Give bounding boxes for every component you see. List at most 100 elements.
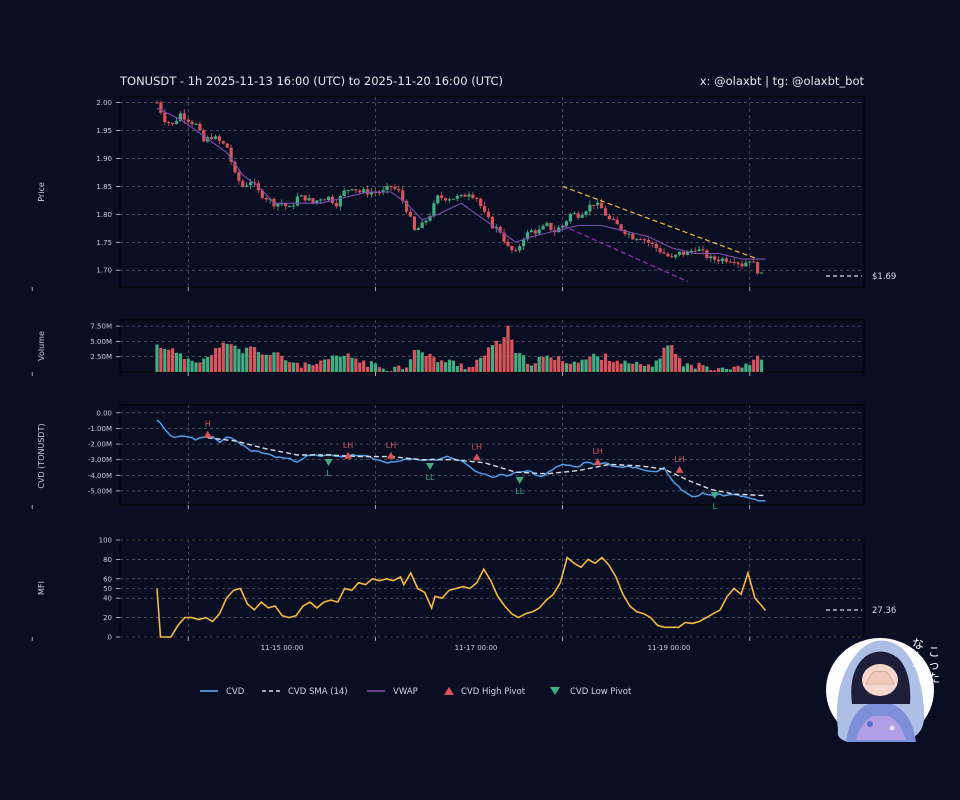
volume-bar bbox=[541, 356, 545, 372]
volume-bar bbox=[642, 365, 647, 372]
x-tick-label: 11-15 00:00 bbox=[261, 644, 304, 652]
volume-bar bbox=[167, 349, 171, 372]
volume-bar bbox=[475, 359, 479, 372]
volume-bar bbox=[174, 352, 179, 372]
candle-body bbox=[588, 204, 592, 212]
volume-bar bbox=[194, 362, 198, 372]
candle-body bbox=[475, 197, 479, 199]
volume-bar bbox=[545, 355, 549, 372]
candle-body bbox=[354, 189, 358, 191]
volume-bar bbox=[178, 353, 182, 372]
candle-body bbox=[182, 113, 186, 120]
candle-body bbox=[245, 185, 249, 187]
sticker-char: て bbox=[912, 663, 924, 677]
candle-body bbox=[338, 195, 342, 207]
volume-bar bbox=[358, 362, 362, 372]
candle-body bbox=[662, 252, 666, 254]
candle-body bbox=[646, 240, 650, 243]
candle-body bbox=[650, 242, 654, 244]
volume-bar bbox=[510, 339, 514, 372]
sticker-char: な bbox=[912, 637, 924, 651]
legend-low-pivot-label: CVD Low Pivot bbox=[570, 687, 632, 697]
candle-body bbox=[405, 200, 409, 212]
candle-body bbox=[249, 182, 253, 186]
volume-bar bbox=[627, 363, 631, 372]
candle-body bbox=[483, 206, 487, 212]
price-y-tick-label: 1.80 bbox=[96, 211, 112, 219]
mfi-y-tick-label: 50 bbox=[103, 585, 112, 593]
volume-bar bbox=[385, 370, 389, 372]
candle-body bbox=[210, 137, 214, 139]
volume-bar bbox=[561, 361, 565, 372]
candle-body bbox=[334, 203, 338, 207]
candle-body bbox=[323, 199, 327, 201]
volume-bar bbox=[249, 346, 253, 372]
volume-bar bbox=[198, 362, 202, 372]
volume-bar bbox=[631, 363, 635, 372]
cvd-low-pivot-label: L bbox=[326, 469, 331, 478]
cvd-low-pivot-marker bbox=[324, 459, 333, 467]
candle-body bbox=[307, 198, 311, 201]
volume-bar bbox=[171, 348, 175, 372]
volume-bar bbox=[756, 355, 760, 372]
volume-bar bbox=[217, 347, 221, 372]
legend-cvd-label: CVD bbox=[226, 687, 245, 697]
candle-body bbox=[693, 250, 697, 252]
last-mfi-label: 27.36 bbox=[872, 606, 896, 616]
candle-body bbox=[623, 230, 627, 235]
volume-bar bbox=[678, 357, 682, 372]
volume-bar bbox=[338, 356, 342, 372]
volume-bar bbox=[432, 357, 436, 372]
volume-bar bbox=[303, 362, 307, 372]
volume-bar bbox=[537, 356, 541, 372]
cvd-low-pivot-marker bbox=[426, 462, 434, 470]
volume-bar bbox=[420, 352, 424, 372]
volume-bar bbox=[596, 356, 600, 372]
candle-body bbox=[171, 122, 175, 124]
volume-bar bbox=[724, 369, 728, 372]
volume-bar bbox=[518, 353, 522, 372]
volume-bar bbox=[720, 367, 725, 372]
grid-lines bbox=[31, 97, 864, 641]
cvd-sma-line bbox=[207, 437, 766, 497]
candle-body bbox=[639, 239, 643, 241]
cvd-panel bbox=[119, 404, 865, 506]
volume-y-tick-label: 5.00M bbox=[90, 338, 112, 346]
candle-body bbox=[198, 123, 202, 131]
sticker-char: ん bbox=[912, 650, 924, 664]
volume-bar bbox=[549, 357, 553, 372]
volume-bar bbox=[362, 360, 366, 372]
volume-bar bbox=[280, 355, 284, 372]
volume-bar bbox=[670, 345, 674, 372]
volume-bar bbox=[233, 345, 237, 372]
cvd-y-tick-label: -1.00M bbox=[88, 425, 112, 433]
candle-body bbox=[299, 195, 303, 197]
candle-body bbox=[744, 262, 748, 267]
candle-body bbox=[728, 261, 732, 263]
sticker-char: こ bbox=[928, 645, 940, 659]
candle-body bbox=[572, 213, 576, 215]
cvd-high-pivot-label: H bbox=[205, 420, 211, 429]
mfi-y-tick-label: 20 bbox=[103, 614, 112, 622]
cvd-high-pivot-label: LH bbox=[386, 441, 396, 450]
volume-bar bbox=[373, 363, 377, 372]
volume-bar bbox=[260, 354, 264, 372]
candle-body bbox=[713, 256, 717, 260]
price-y-tick-label: 1.95 bbox=[96, 127, 112, 135]
candle-body bbox=[756, 262, 760, 274]
candle-body bbox=[432, 203, 436, 217]
candle-body bbox=[596, 202, 600, 206]
volume-bar bbox=[689, 364, 693, 372]
candle-body bbox=[174, 121, 179, 124]
mfi-ylabel: MFI bbox=[37, 581, 46, 595]
volume-bar bbox=[408, 359, 413, 372]
volume-bar bbox=[522, 355, 526, 372]
volume-bar bbox=[455, 365, 459, 372]
candle-body bbox=[678, 251, 682, 255]
volume-bar bbox=[330, 355, 335, 372]
candle-body bbox=[428, 216, 432, 221]
candle-body bbox=[490, 216, 494, 229]
volume-bar bbox=[681, 366, 686, 372]
volume-bar bbox=[366, 366, 370, 372]
